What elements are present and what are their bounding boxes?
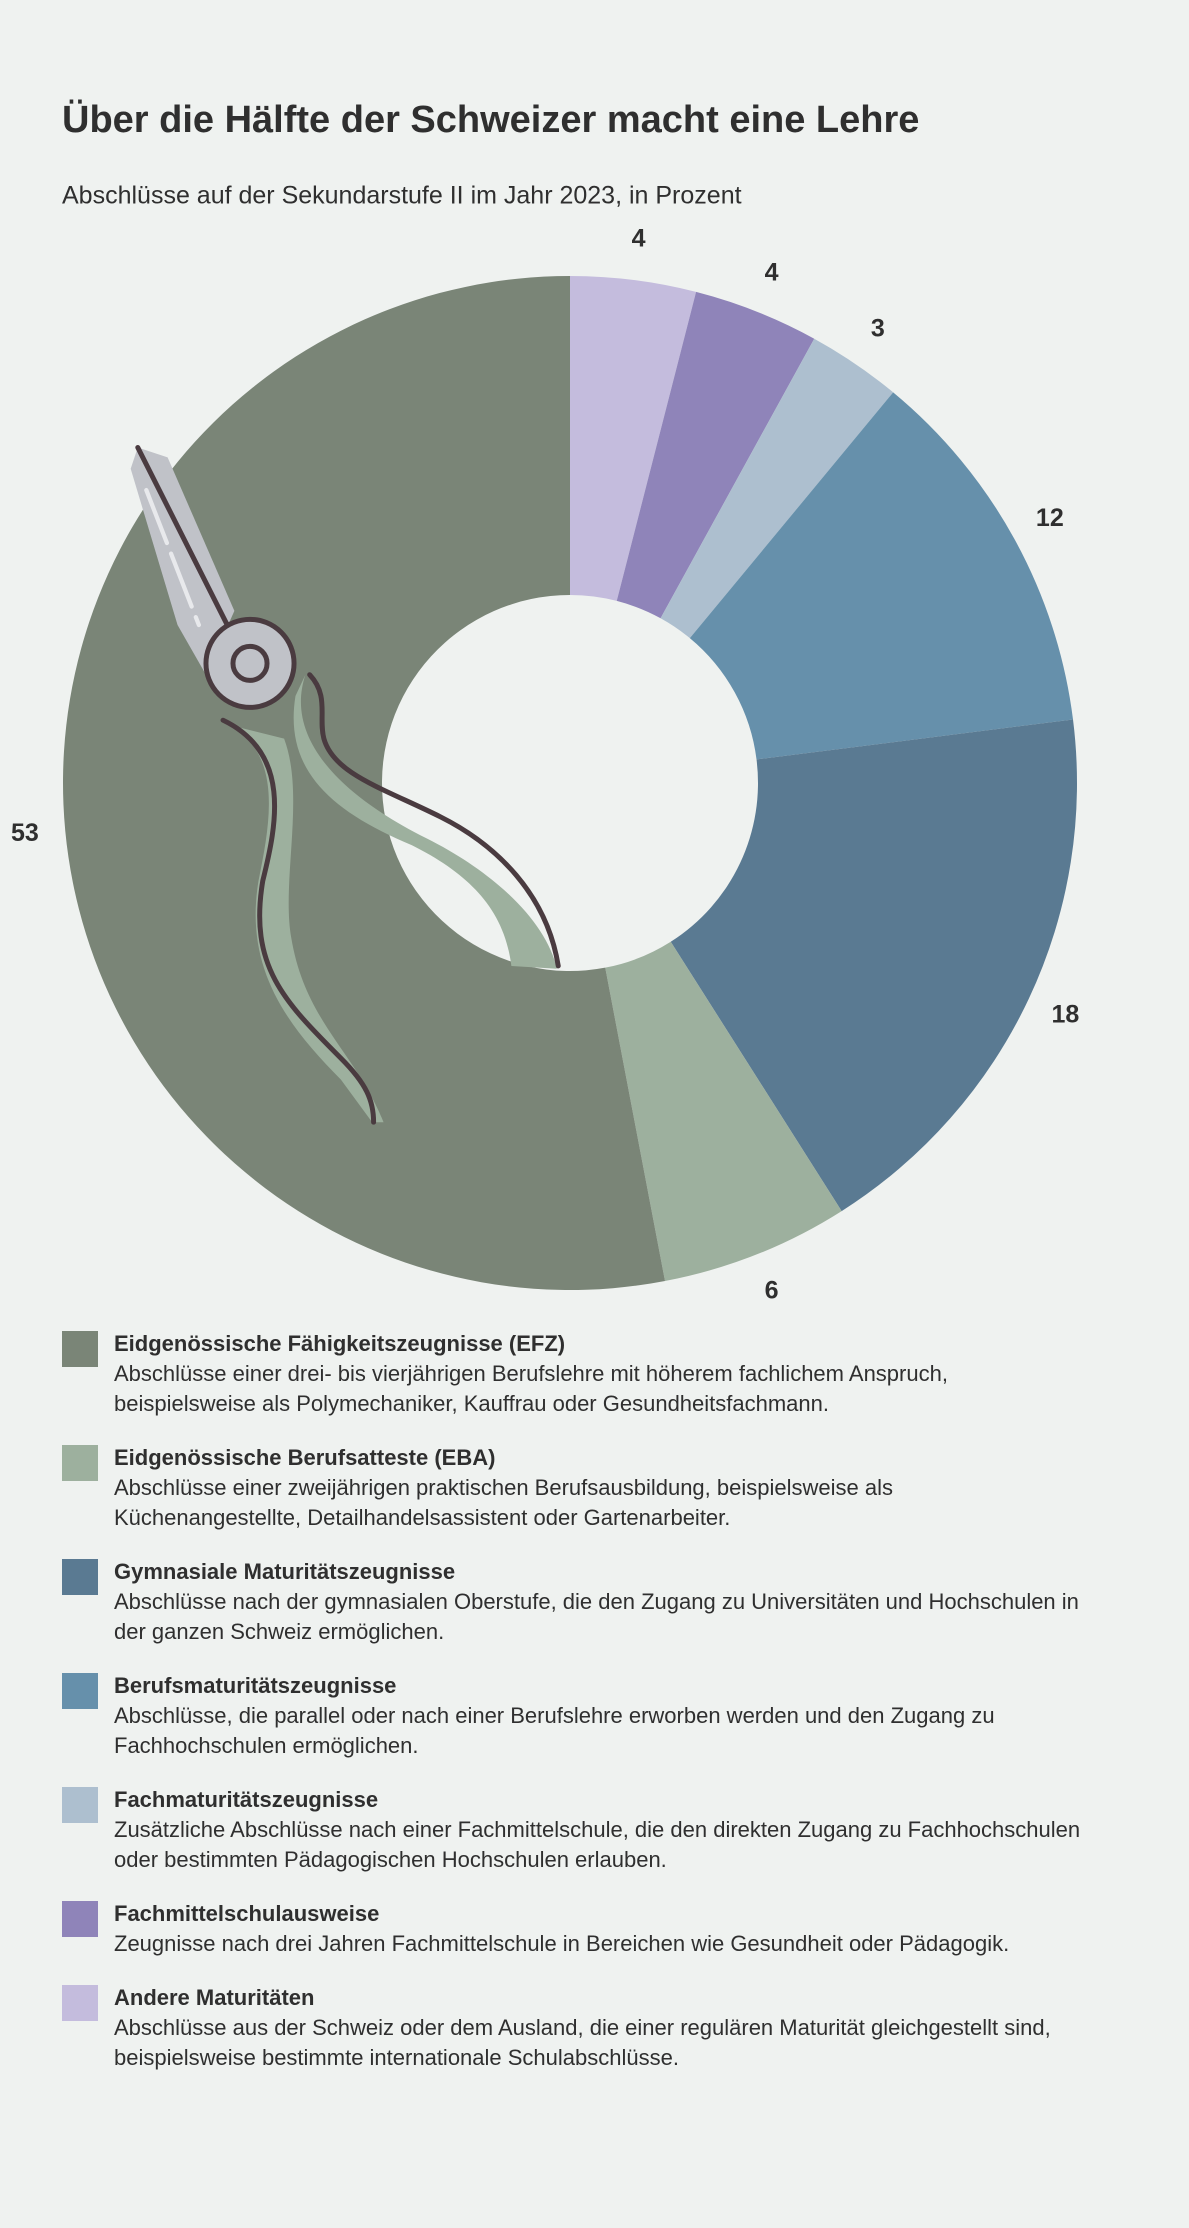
legend: Eidgenössische Fähigkeitszeugnisse (EFZ)… [62, 1329, 1122, 2073]
legend-title: Fachmittelschulausweise [114, 1901, 380, 1926]
value-label: 6 [765, 1277, 779, 1305]
chart-subtitle: Abschlüsse auf der Sekundarstufe II im J… [62, 182, 742, 210]
legend-swatch [62, 1787, 98, 1823]
legend-text: Fachmaturitätszeugnisse Zusätzliche Absch… [114, 1785, 1084, 1875]
legend-item: Gymnasiale Maturitätszeugnisse Abschlüsse… [62, 1557, 1122, 1647]
legend-text: Berufsmaturitätszeugnisse Abschlüsse, die… [114, 1671, 1084, 1761]
legend-title: Gymnasiale Maturitätszeugnisse [114, 1559, 456, 1584]
legend-swatch [62, 1673, 98, 1709]
legend-item: Fachmaturitätszeugnisse Zusätzliche Absch… [62, 1785, 1122, 1875]
legend-description: Abschlüsse, die parallel oder nach einer… [114, 1703, 995, 1758]
legend-title: Eidgenössische Fähigkeitszeugnisse (EFZ) [114, 1331, 566, 1356]
value-label: 53 [11, 819, 39, 847]
value-label: 4 [765, 259, 779, 287]
legend-title: Fachmaturitätszeugnisse [114, 1787, 379, 1812]
legend-item: Eidgenössische Fähigkeitszeugnisse (EFZ)… [62, 1329, 1122, 1419]
legend-description: Zusätzliche Abschlüsse nach einer Fachmi… [114, 1817, 1081, 1872]
legend-text: Eidgenössische Berufsatteste (EBA) Abschl… [114, 1443, 1084, 1533]
legend-swatch [62, 1985, 98, 2021]
donut-segment [660, 338, 894, 639]
legend-swatch [62, 1559, 98, 1595]
legend-item: Fachmittelschulausweise Zeugnisse nach dr… [62, 1899, 1122, 1959]
donut-segment [616, 291, 815, 619]
donut-segment [605, 941, 842, 1282]
value-label: 18 [1052, 1001, 1080, 1029]
donut-segment [570, 276, 697, 601]
legend-swatch [62, 1445, 98, 1481]
donut-segment [670, 719, 1077, 1212]
value-label: 4 [632, 224, 646, 252]
legend-description: Zeugnisse nach drei Jahren Fachmittelsch… [114, 1931, 1010, 1956]
legend-item: Berufsmaturitätszeugnisse Abschlüsse, die… [62, 1671, 1122, 1761]
legend-description: Abschlüsse einer zweijährigen praktische… [114, 1475, 893, 1530]
legend-title: Berufsmaturitätszeugnisse [114, 1673, 397, 1698]
chart-title: Über die Hälfte der Schweizer macht eine… [62, 98, 919, 141]
legend-item: Eidgenössische Berufsatteste (EBA) Abschl… [62, 1443, 1122, 1533]
legend-text: Andere Maturitäten Abschlüsse aus der Sch… [114, 1983, 1084, 2073]
donut-segment [689, 392, 1074, 760]
legend-title: Eidgenössische Berufsatteste (EBA) [114, 1445, 496, 1470]
donut [62, 276, 1077, 1291]
legend-description: Abschlüsse aus der Schweiz oder dem Ausl… [114, 2015, 1051, 2070]
legend-text: Gymnasiale Maturitätszeugnisse Abschlüsse… [114, 1557, 1084, 1647]
illustration [130, 444, 561, 1125]
legend-swatch [62, 1901, 98, 1937]
donut-segment [62, 276, 666, 1291]
legend-text: Eidgenössische Fähigkeitszeugnisse (EFZ)… [114, 1329, 1084, 1419]
legend-description: Abschlüsse nach der gymnasialen Oberstuf… [114, 1589, 1079, 1644]
legend-item: Andere Maturitäten Abschlüsse aus der Sch… [62, 1983, 1122, 2073]
legend-description: Abschlüsse einer drei- bis vierjährigen … [114, 1361, 948, 1416]
legend-text: Fachmittelschulausweise Zeugnisse nach dr… [114, 1899, 1084, 1959]
value-label: 3 [871, 315, 885, 343]
legend-swatch [62, 1331, 98, 1367]
value-label: 12 [1036, 504, 1064, 532]
chart: Über die Hälfte der Schweizer macht eine… [11, 98, 1080, 1305]
legend-title: Andere Maturitäten [114, 1985, 315, 2010]
